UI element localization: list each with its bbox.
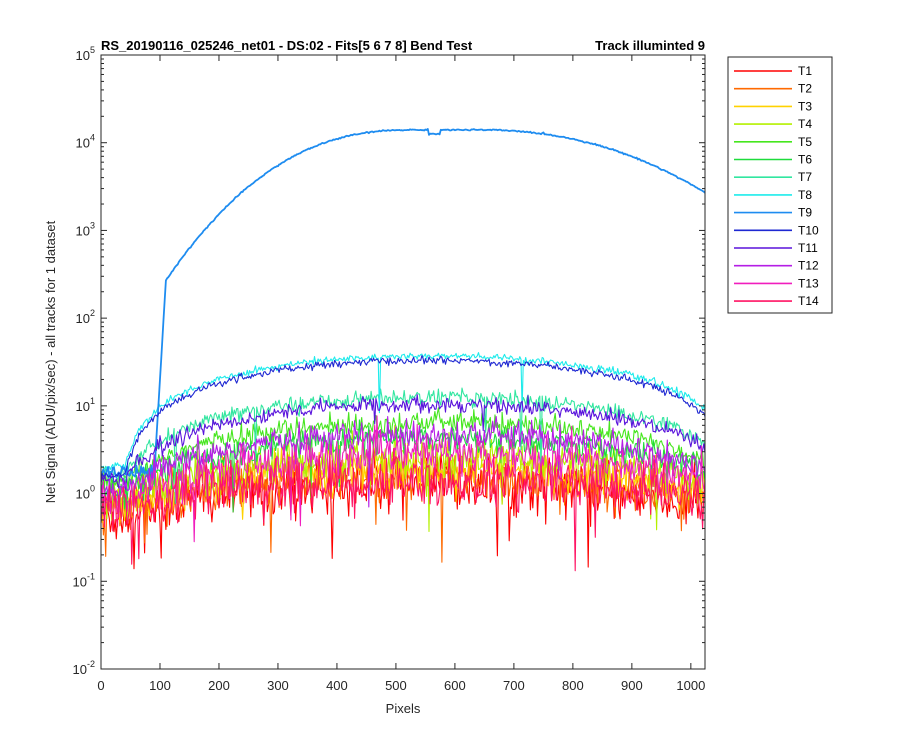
legend-label-t4: T4 [798, 117, 812, 131]
legend-label-t3: T3 [798, 99, 812, 113]
series-line-t8 [101, 352, 705, 471]
y-tick-label: 10-1 [73, 571, 95, 589]
legend-label-t5: T5 [798, 135, 812, 149]
chart-title-left: RS_20190116_025246_net01 - DS:02 - Fits[… [101, 38, 473, 53]
y-tick-label: 10-2 [73, 659, 95, 677]
x-axis-label: Pixels [386, 701, 421, 716]
series-line-t10 [101, 354, 705, 480]
legend-label-t1: T1 [798, 64, 812, 78]
series-line-t11 [101, 394, 705, 491]
plot-frame [100, 54, 706, 670]
x-tick-label: 0 [97, 678, 104, 693]
series-line-t12 [101, 416, 705, 516]
tick-layer: 0 100 200 300 400 500 600 700 800 900 1000 10-2 10-1… [73, 45, 706, 693]
legend-label-t6: T6 [798, 153, 812, 167]
series-line-t7 [101, 387, 705, 505]
y-tick-label: 103 [76, 220, 95, 238]
y-tick-label: 105 [76, 45, 95, 63]
x-tick-label: 200 [208, 678, 230, 693]
series-line-t2 [101, 446, 705, 563]
legend-label-t13: T13 [798, 276, 819, 290]
y-tick-label: 100 [76, 484, 95, 502]
series-line-t13 [101, 415, 705, 543]
legend-label-t12: T12 [798, 259, 819, 273]
y-tick-label: 102 [76, 308, 95, 326]
x-tick-label: 900 [621, 678, 643, 693]
series-line-t14 [101, 447, 705, 572]
x-tick-label: 400 [326, 678, 348, 693]
legend-label-t10: T10 [798, 223, 819, 237]
x-tick-label: 500 [385, 678, 407, 693]
legend-label-t11: T11 [798, 241, 818, 255]
legend-label-t8: T8 [798, 188, 812, 202]
legend-label-t14: T14 [798, 294, 819, 308]
x-tick-label: 1000 [676, 678, 705, 693]
legend-label-t7: T7 [798, 170, 812, 184]
y-axis-label: Net Signal (ADU/pix/sec) - all tracks fo… [43, 220, 58, 503]
x-tick-label: 600 [444, 678, 466, 693]
series-line-t9 [101, 128, 705, 479]
x-tick-label: 700 [503, 678, 525, 693]
legend-box [727, 56, 833, 314]
legend: T1 T2 T3 T4 T5 T6 T7 T8 T9 T10 T11 T12 T13 T14 [727, 56, 833, 314]
y-tick-label: 101 [76, 396, 95, 414]
x-tick-label: 300 [267, 678, 289, 693]
x-tick-label: 100 [149, 678, 171, 693]
chart-title-right: Track illuminted 9 [595, 38, 705, 53]
legend-label-t9: T9 [798, 206, 812, 220]
y-tick-label: 104 [76, 133, 95, 151]
x-tick-label: 800 [562, 678, 584, 693]
series-line-t5 [101, 407, 705, 499]
legend-label-t2: T2 [798, 82, 812, 96]
series-layer [101, 128, 705, 572]
